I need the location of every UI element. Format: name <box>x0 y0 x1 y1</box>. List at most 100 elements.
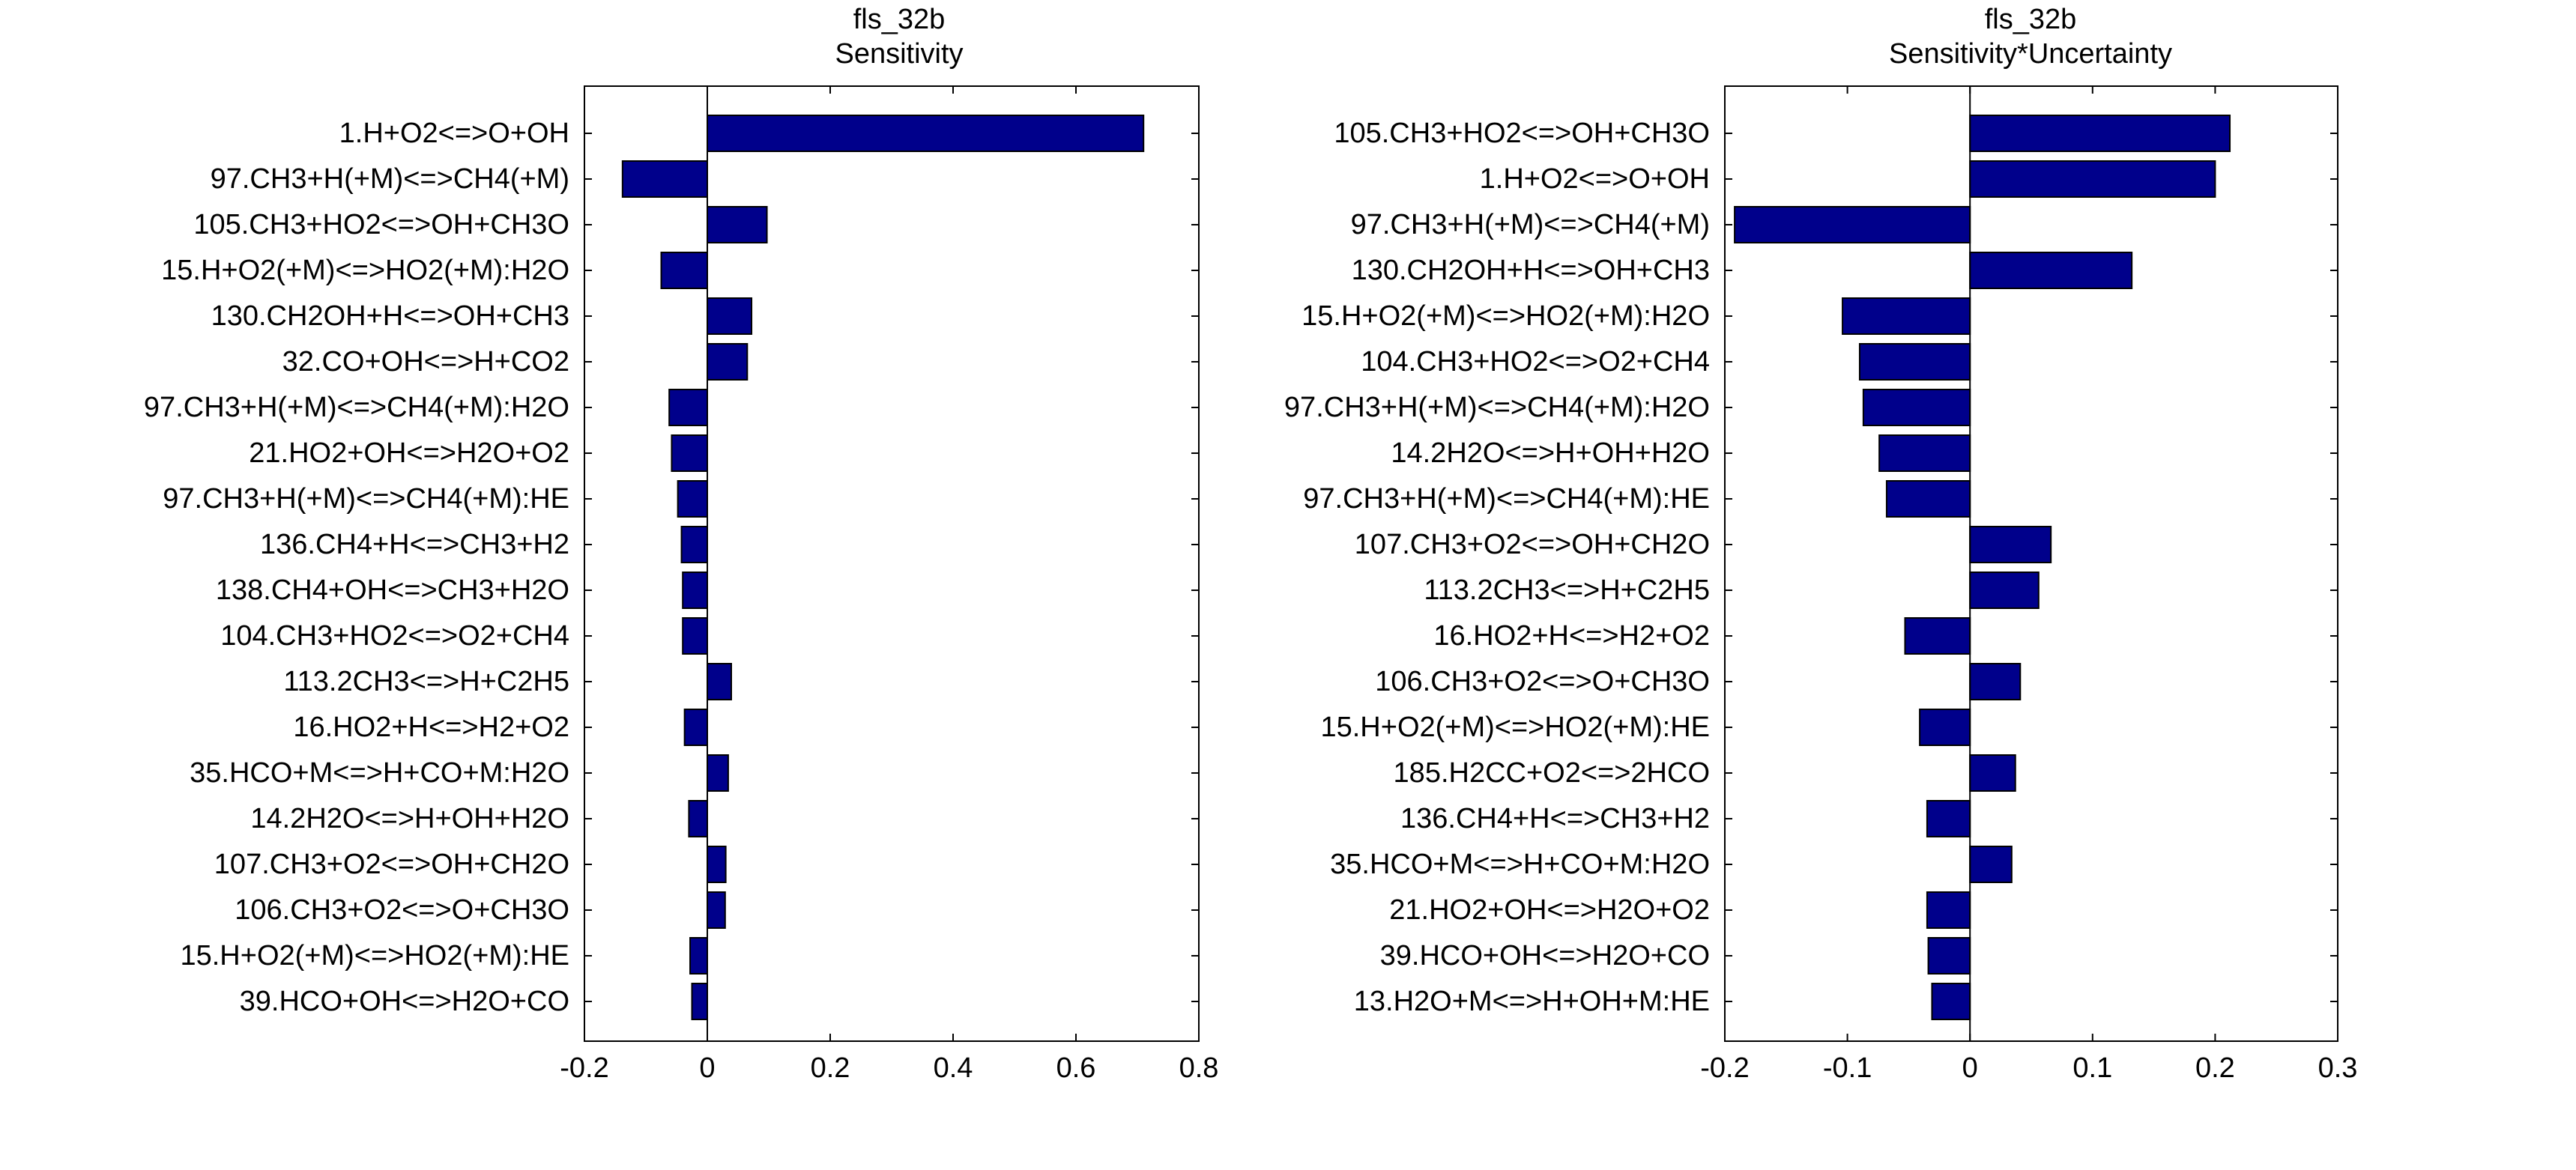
bar <box>1885 480 1971 518</box>
bar <box>680 526 708 563</box>
category-label: 113.2CH3<=>H+C2H5 <box>1424 575 1710 606</box>
category-label: 21.HO2+OH<=>H2O+O2 <box>249 437 569 469</box>
x-tick-label: 0.2 <box>811 1052 850 1084</box>
category-label: 97.CH3+H(+M)<=>CH4(+M) <box>1351 209 1710 240</box>
bar <box>1969 846 2013 883</box>
category-label: 39.HCO+OH<=>H2O+CO <box>1380 940 1710 972</box>
category-label: 104.CH3+HO2<=>O2+CH4 <box>220 620 569 652</box>
bar <box>688 800 709 837</box>
bar <box>1969 252 2133 289</box>
x-tick-label: 0.1 <box>2072 1052 2112 1084</box>
bar <box>677 480 709 518</box>
bar <box>707 891 726 929</box>
bar <box>1969 663 2022 700</box>
bar <box>707 663 732 700</box>
x-tick-label: 0.3 <box>2318 1052 2358 1084</box>
bar <box>707 343 749 381</box>
category-label: 35.HCO+M<=>H+CO+M:H2O <box>1330 849 1710 880</box>
category-label: 106.CH3+O2<=>O+CH3O <box>1375 666 1710 697</box>
sensitivity-chart: fls_32b Sensitivity 1.H+O2<=>O+OH 97.CH3+… <box>144 4 1218 1084</box>
bar <box>1862 389 1971 426</box>
category-label: 113.2CH3<=>H+C2H5 <box>283 666 569 697</box>
category-label: 13.H2O+M<=>H+OH+M:HE <box>1354 986 1710 1017</box>
bar <box>707 846 727 883</box>
category-label: 32.CO+OH<=>H+CO2 <box>282 346 569 378</box>
x-tick-label: -0.2 <box>560 1052 608 1084</box>
category-label: 15.H+O2(+M)<=>HO2(+M):HE <box>180 940 569 972</box>
category-label: 136.CH4+H<=>CH3+H2 <box>1400 803 1710 834</box>
category-label: 15.H+O2(+M)<=>HO2(+M):H2O <box>161 255 569 286</box>
category-label: 16.HO2+H<=>H2+O2 <box>293 712 569 743</box>
chart-subtitle: Sensitivity <box>835 38 963 70</box>
x-tick-label: 0.6 <box>1056 1052 1096 1084</box>
chart-title: fls_32b <box>1985 4 2077 35</box>
bar <box>1842 297 1971 335</box>
category-label: 185.H2CC+O2<=>2HCO <box>1394 757 1710 789</box>
bar-group <box>621 115 1145 1020</box>
x-tick-label: 0.8 <box>1179 1052 1219 1084</box>
bar <box>1969 115 2231 152</box>
plot-area <box>584 85 1200 1042</box>
category-label: 104.CH3+HO2<=>O2+CH4 <box>1361 346 1710 378</box>
x-tick-label: 0 <box>1962 1052 1978 1084</box>
x-tick-label: -0.1 <box>1823 1052 1872 1084</box>
bar <box>1734 206 1971 243</box>
category-label: 136.CH4+H<=>CH3+H2 <box>260 529 569 560</box>
category-label: 97.CH3+H(+M)<=>CH4(+M):HE <box>163 483 569 515</box>
category-label: 107.CH3+O2<=>OH+CH2O <box>214 849 569 880</box>
category-label: 39.HCO+OH<=>H2O+CO <box>240 986 569 1017</box>
bar <box>707 297 753 335</box>
bar <box>683 709 708 746</box>
bar <box>689 937 708 975</box>
category-label: 97.CH3+H(+M)<=>CH4(+M):H2O <box>1284 392 1710 423</box>
category-labels: 105.CH3+HO2<=>OH+CH3O 1.H+O2<=>O+OH 97.CH3… <box>1284 118 1710 1017</box>
bar <box>1858 343 1971 381</box>
category-label: 130.CH2OH+H<=>OH+CH3 <box>1352 255 1710 286</box>
bar <box>668 389 708 426</box>
category-label: 1.H+O2<=>O+OH <box>1480 163 1710 195</box>
x-tick-label: 0.2 <box>2195 1052 2235 1084</box>
bar <box>682 617 709 655</box>
bar <box>1878 434 1971 472</box>
x-tick-label: -0.2 <box>1700 1052 1749 1084</box>
category-label: 97.CH3+H(+M)<=>CH4(+M):H2O <box>144 392 569 423</box>
category-label: 15.H+O2(+M)<=>HO2(+M):HE <box>1320 712 1710 743</box>
sensitivity-uncertainty-chart: fls_32b Sensitivity*Uncertainty 105.CH3+… <box>1284 4 2357 1084</box>
x-tick-label: 0 <box>699 1052 715 1084</box>
category-label: 138.CH4+OH<=>CH3+H2O <box>216 575 569 606</box>
bar <box>1969 754 2016 792</box>
bar <box>691 983 708 1020</box>
category-label: 1.H+O2<=>O+OH <box>339 118 569 149</box>
x-tick-label: 0.4 <box>934 1052 973 1084</box>
category-label: 106.CH3+O2<=>O+CH3O <box>235 894 569 926</box>
category-label: 16.HO2+H<=>H2+O2 <box>1433 620 1710 652</box>
bar <box>1969 526 2052 563</box>
category-label: 14.2H2O<=>H+OH+H2O <box>1391 437 1710 469</box>
bar <box>1969 160 2216 198</box>
category-label: 105.CH3+HO2<=>OH+CH3O <box>193 209 569 240</box>
category-label: 15.H+O2(+M)<=>HO2(+M):H2O <box>1301 300 1710 332</box>
bar <box>621 160 709 198</box>
bar <box>682 572 709 609</box>
bar <box>671 434 709 472</box>
bar <box>707 754 729 792</box>
category-label: 35.HCO+M<=>H+CO+M:H2O <box>190 757 569 789</box>
category-label: 97.CH3+H(+M)<=>CH4(+M):HE <box>1303 483 1710 515</box>
category-label: 107.CH3+O2<=>OH+CH2O <box>1355 529 1710 560</box>
bar <box>707 115 1145 152</box>
category-labels: 1.H+O2<=>O+OH 97.CH3+H(+M)<=>CH4(+M) 105.C… <box>144 118 569 1017</box>
bar <box>1926 800 1971 837</box>
bar <box>1931 983 1971 1020</box>
bar <box>1926 891 1971 929</box>
category-label: 130.CH2OH+H<=>OH+CH3 <box>211 300 569 332</box>
x-axis-ticks: -0.2 0 0.2 0.4 0.6 0.8 <box>560 86 1218 1084</box>
bar <box>660 252 708 289</box>
bar <box>1969 572 2040 609</box>
chart-title: fls_32b <box>853 4 946 35</box>
plot-area <box>1724 85 2338 1042</box>
category-label: 97.CH3+H(+M)<=>CH4(+M) <box>211 163 569 195</box>
category-label: 21.HO2+OH<=>H2O+O2 <box>1389 894 1710 926</box>
category-label: 14.2H2O<=>H+OH+H2O <box>250 803 569 834</box>
bar <box>1904 617 1971 655</box>
